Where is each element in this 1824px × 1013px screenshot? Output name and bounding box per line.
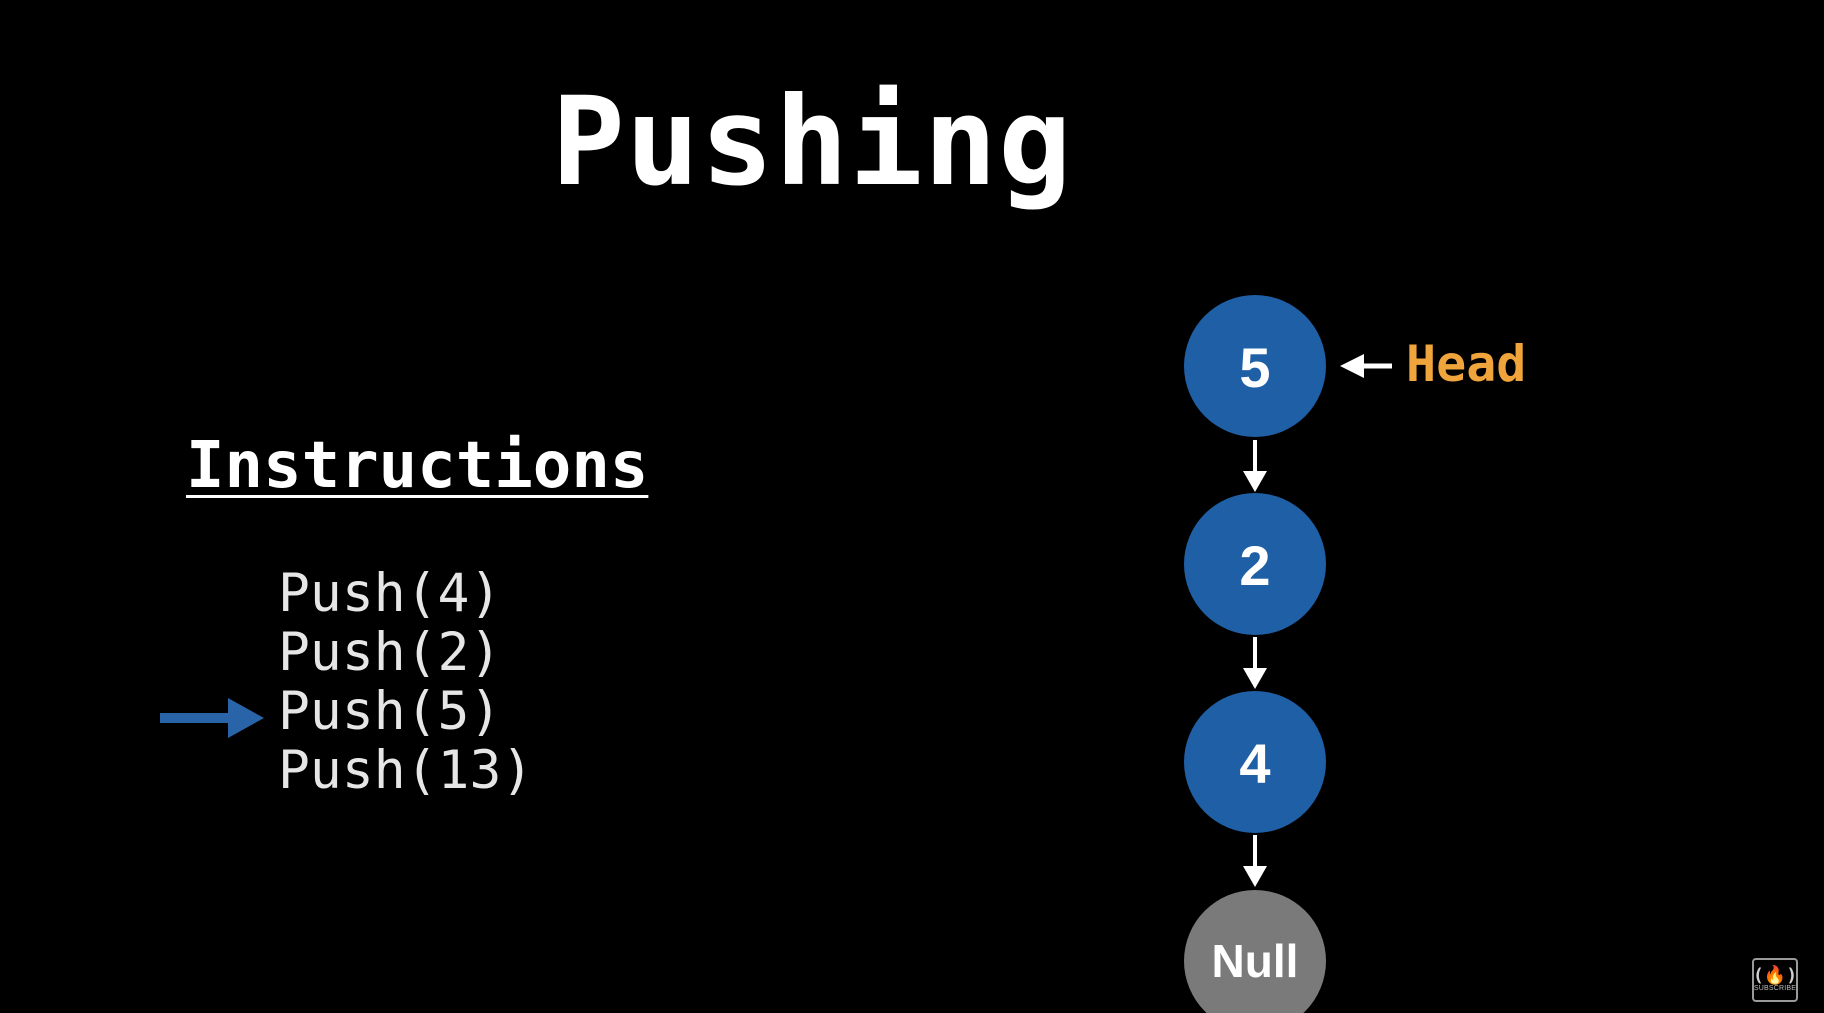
node-circle (1184, 493, 1326, 635)
head-label: Head (1406, 335, 1527, 393)
instruction-item-current: Push(5) (278, 681, 502, 742)
node-value: 4 (1239, 732, 1270, 795)
null-node: Null (1184, 890, 1326, 1013)
head-pointer-arrow-icon (1340, 354, 1392, 378)
logo-caption: SUBSCRIBE (1753, 985, 1797, 992)
null-label: Null (1212, 935, 1299, 987)
down-arrow-icon (1243, 637, 1267, 689)
logo-mark: (🔥) (1752, 965, 1798, 986)
node-value: 5 (1239, 336, 1270, 399)
instruction-item: Push(4) (278, 563, 502, 624)
channel-logo-icon[interactable]: (🔥) SUBSCRIBE (1752, 958, 1798, 1002)
instructions-heading: Instructions (186, 429, 649, 503)
stack-node: 4 (1184, 691, 1326, 833)
instruction-item: Push(2) (278, 622, 502, 683)
current-instruction-arrow-icon (160, 698, 264, 738)
node-circle (1184, 691, 1326, 833)
node-value: 2 (1239, 534, 1270, 597)
page-title: Pushing (551, 71, 1073, 213)
null-circle (1184, 890, 1326, 1013)
instruction-list: Push(4) Push(2) Push(5) Push(13) (278, 564, 533, 800)
down-arrow-icon (1243, 835, 1267, 887)
stack-node: 2 (1184, 493, 1326, 635)
instruction-item: Push(13) (278, 740, 534, 801)
down-arrow-icon (1243, 440, 1267, 492)
stack-node: 5 (1184, 295, 1326, 437)
node-circle (1184, 295, 1326, 437)
